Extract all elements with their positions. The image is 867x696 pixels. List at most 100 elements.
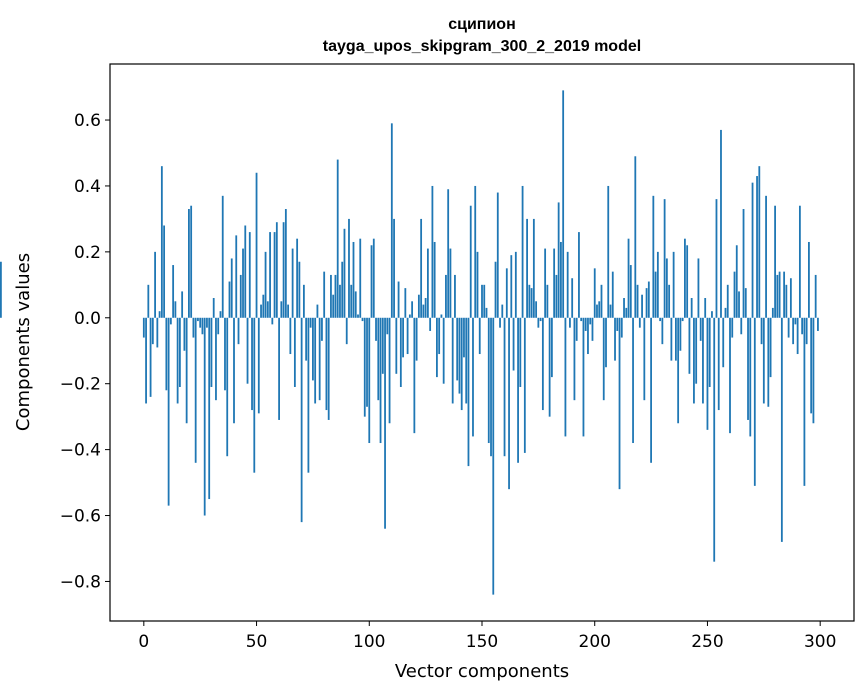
bar-197	[587, 317, 589, 355]
bar-33	[217, 317, 220, 335]
bar-238	[679, 317, 682, 351]
bar-75	[312, 317, 314, 381]
bar-281	[776, 274, 779, 318]
bar-120	[413, 317, 416, 434]
bar-287	[789, 278, 792, 318]
bar-196	[584, 317, 587, 331]
bar-12	[169, 317, 172, 325]
bar-124	[422, 304, 425, 318]
bar-180	[548, 317, 551, 417]
bar-71	[302, 284, 305, 318]
bar-211	[618, 317, 621, 490]
bar-28	[206, 317, 208, 328]
bar-226	[652, 195, 655, 318]
bar-292	[801, 317, 804, 335]
bar-198	[589, 317, 592, 325]
bar-167	[519, 317, 522, 387]
y-tick-label: 0.6	[74, 111, 101, 131]
bar-49	[253, 317, 256, 473]
bar-39	[230, 258, 233, 318]
bar-128	[431, 185, 434, 318]
bar-223	[645, 288, 648, 318]
bar-203	[600, 284, 603, 318]
bar-148	[476, 251, 479, 318]
x-tick-label: 100	[353, 632, 385, 652]
bar-184	[557, 202, 560, 318]
bar-227	[654, 271, 657, 318]
bar-298	[814, 274, 817, 318]
bar-215	[627, 238, 630, 318]
y-tick-label: −0.6	[60, 507, 101, 527]
bar-6	[156, 317, 159, 348]
bar-70	[300, 317, 303, 523]
bar-270	[751, 182, 754, 318]
bar-47	[248, 232, 251, 318]
bar-273	[758, 166, 761, 318]
bar-76	[314, 317, 317, 404]
bar-293	[803, 317, 806, 486]
bar-54	[264, 251, 267, 318]
bar-297	[812, 317, 815, 424]
bar-40	[233, 317, 235, 424]
bar-15	[176, 317, 179, 404]
bar-176	[539, 317, 542, 322]
bar-253	[713, 317, 716, 562]
x-tick-label: 300	[804, 632, 836, 652]
bar-217	[632, 317, 634, 444]
bar-231	[663, 199, 666, 318]
y-tick-label: −0.2	[60, 375, 101, 395]
bar-132	[440, 314, 443, 318]
bar-153	[487, 317, 490, 444]
bar-72	[305, 317, 308, 361]
bar-64	[287, 304, 290, 318]
bar-206	[607, 185, 610, 318]
bar-59	[275, 222, 278, 318]
bar-160	[503, 317, 506, 457]
bar-145	[469, 205, 472, 318]
x-tick-label: 0	[138, 632, 149, 652]
bar-22	[192, 317, 195, 338]
bar-241	[686, 245, 689, 318]
bar-162	[508, 317, 510, 490]
bar-79	[321, 317, 323, 341]
bar-156	[494, 261, 497, 318]
bar-275	[762, 317, 765, 404]
bar-286	[787, 317, 790, 338]
bar-90	[345, 317, 348, 345]
bar-16	[178, 317, 181, 387]
bar-165	[514, 251, 517, 318]
bar-147	[474, 185, 477, 318]
bar-225	[650, 317, 652, 463]
ticks-group: 0 50 100 150 200 250 300 −0.8 −0.6 −0.4 −0.2 0.0 0.2…	[60, 111, 837, 652]
bar-232	[665, 258, 668, 318]
y-tick-label: −0.8	[60, 572, 101, 592]
bar-69	[298, 261, 301, 318]
bar-undefined	[0, 261, 2, 318]
bar-212	[620, 317, 623, 338]
chart-title: сципион	[448, 16, 516, 33]
bar-116	[404, 288, 407, 318]
y-tick-label: 0.2	[74, 243, 101, 263]
bar-155	[492, 317, 495, 595]
bar-2	[147, 284, 150, 318]
bar-137	[451, 317, 454, 404]
bar-157	[496, 192, 499, 318]
bar-14	[174, 301, 177, 318]
bar-260	[729, 317, 731, 434]
bar-52	[260, 304, 262, 318]
bar-119	[411, 301, 414, 318]
bar-168	[521, 185, 524, 318]
bar-37	[226, 317, 229, 457]
bar-187	[564, 317, 567, 437]
bar-294	[805, 317, 808, 345]
bar-146	[472, 317, 474, 437]
bar-57	[271, 317, 274, 325]
bar-125	[424, 298, 427, 318]
bar-97	[361, 317, 364, 322]
bar-195	[582, 317, 585, 437]
bar-174	[535, 301, 538, 318]
bar-98	[363, 317, 366, 417]
bar-31	[212, 298, 215, 318]
bar-245	[695, 317, 698, 384]
